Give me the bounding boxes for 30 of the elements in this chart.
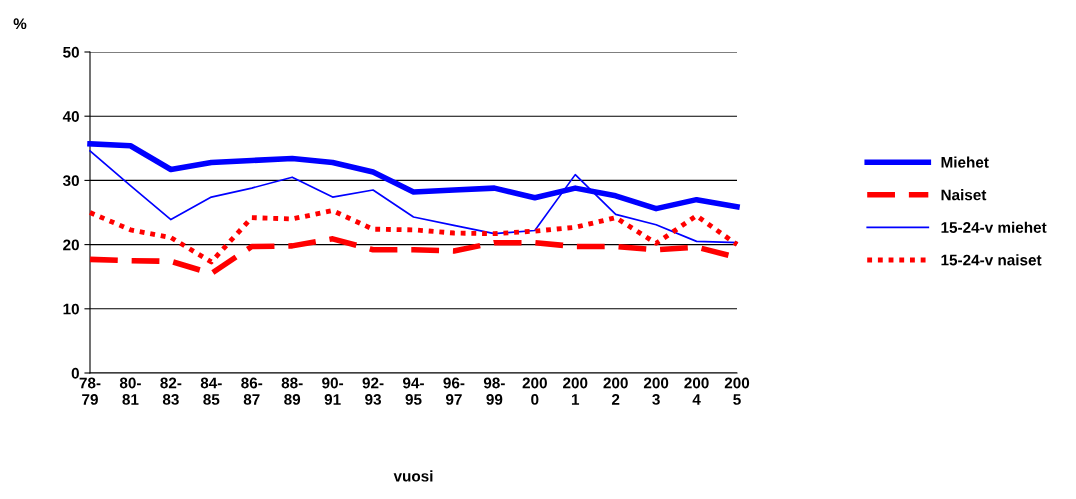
x-tick-label: 96- 97	[443, 377, 465, 405]
legend-label: 15-24-v naiset	[941, 254, 1042, 266]
x-tick-label: 78- 79	[79, 377, 101, 405]
x-tick-label: 90- 91	[322, 377, 344, 405]
y-tick-label: 30	[62, 175, 79, 187]
y-tick-label: 50	[63, 46, 79, 58]
legend-label: Miehet	[941, 156, 989, 168]
x-tick-label: 200 5	[724, 377, 750, 405]
y-tick-label: 10	[63, 303, 79, 315]
x-tick-label: 200 4	[684, 377, 709, 405]
x-tick-label: 200 2	[603, 377, 628, 405]
legend-label: 15-24-v miehet	[941, 221, 1047, 233]
y-tick-label: 20	[63, 239, 79, 251]
legend-label: Naiset	[941, 189, 987, 201]
x-tick-label: 200 3	[643, 377, 669, 405]
x-tick-label: 80- 81	[119, 377, 141, 405]
x-tick-label: 88- 89	[281, 377, 303, 405]
y-axis-title: %	[13, 18, 27, 30]
x-tick-label: 200 0	[522, 377, 547, 405]
x-tick-label: 200 1	[563, 377, 588, 405]
x-tick-label: 82- 83	[160, 377, 182, 405]
y-tick-label: 40	[62, 111, 79, 122]
x-tick-label: 84- 85	[200, 377, 222, 405]
x-tick-label: 92- 93	[362, 377, 384, 405]
x-tick-label: 86- 87	[241, 377, 263, 405]
x-tick-label: 94- 95	[402, 377, 424, 405]
x-tick-label: 98- 99	[483, 377, 505, 405]
line-series	[87, 208, 740, 265]
y-tick-label: 0	[71, 367, 79, 379]
x-axis-title: vuosi	[393, 470, 433, 482]
